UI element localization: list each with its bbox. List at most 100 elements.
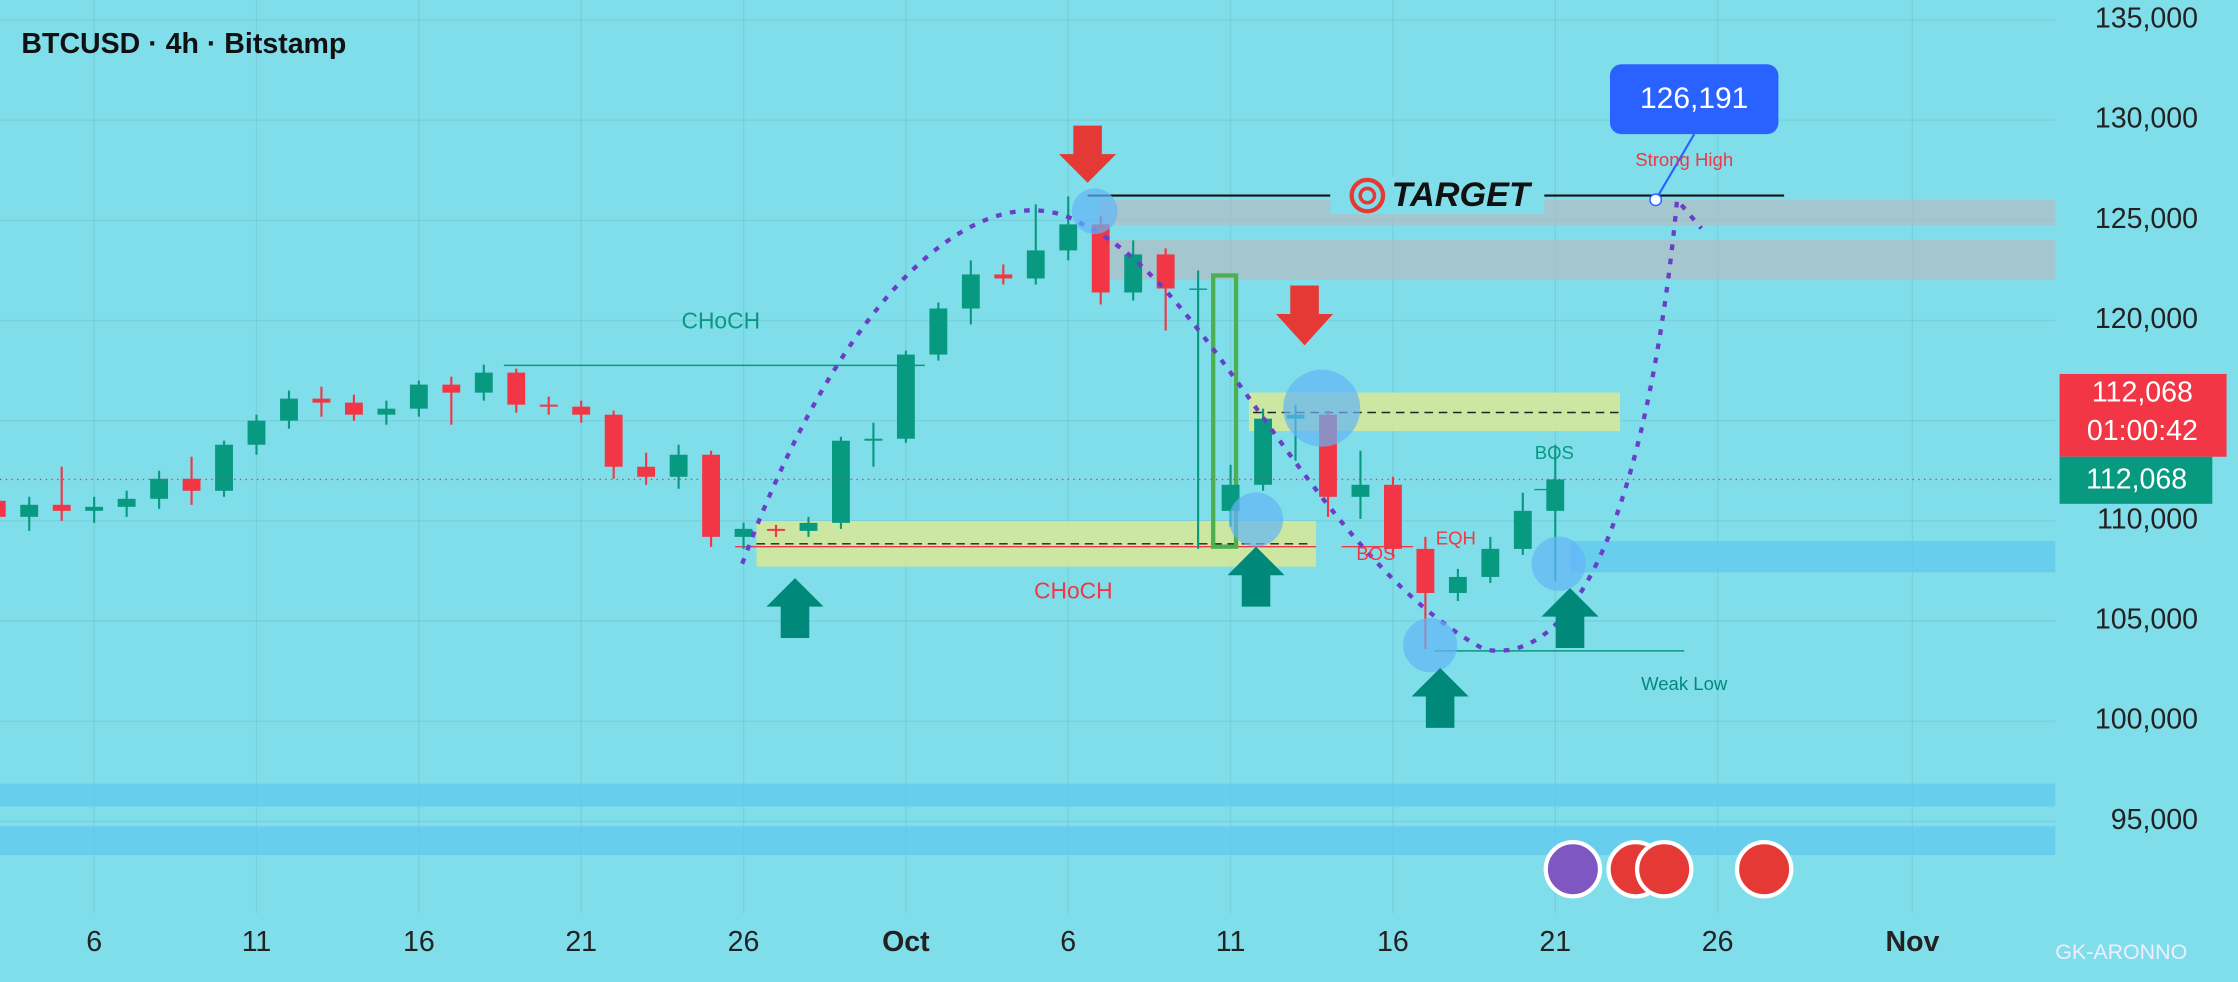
y-tick-label: 120,000: [2095, 303, 2198, 335]
candle-body: [896, 354, 915, 439]
x-tick-label: 16: [1377, 926, 1409, 958]
highlight: [1283, 369, 1361, 447]
candle-body: [507, 372, 526, 405]
event-icon: [1734, 839, 1794, 899]
candle-body: [734, 528, 753, 537]
event-icon: [1634, 839, 1694, 899]
candle-body: [961, 274, 980, 309]
target-price-box: [1609, 64, 1779, 135]
candle-body: [1351, 484, 1370, 497]
candle-body: [474, 372, 493, 393]
choch-label: CHoCH: [1034, 577, 1113, 603]
y-tick-label: 100,000: [2095, 704, 2198, 736]
down-arrow: [1276, 285, 1334, 346]
price-tag: [2059, 373, 2227, 457]
candle-body: [1059, 224, 1078, 251]
up-arrow: [1541, 588, 1599, 649]
target-label-bg: [1330, 176, 1545, 215]
connector: [1654, 133, 1696, 201]
candles: [0, 196, 2056, 650]
candle-body: [539, 404, 558, 407]
target-price: 126,191: [1640, 82, 1748, 115]
candle-body: [637, 466, 656, 477]
candle-body: [799, 522, 818, 531]
x-tick-label: Oct: [882, 926, 930, 958]
candle-body: [1156, 254, 1175, 289]
supply-zone: [1099, 199, 2056, 226]
candle-body: [702, 454, 721, 537]
candle-body: [929, 308, 948, 355]
candle-body: [1481, 548, 1500, 577]
candle-body: [1026, 250, 1045, 279]
countdown: 01:00:42: [2087, 415, 2198, 447]
highlight: [1403, 618, 1458, 673]
y-tick-label: 135,000: [2095, 3, 2198, 35]
bos-label: BOS: [1535, 442, 1574, 463]
candle-body: [1448, 576, 1467, 593]
chart-title: BTCUSD · 4h · Bitstamp: [21, 28, 346, 60]
candle-body: [182, 478, 201, 491]
event-icon: [1543, 839, 1603, 899]
strong-high-label: Strong High: [1635, 149, 1733, 170]
candle-body: [215, 444, 233, 491]
x-tick-label: 16: [403, 926, 435, 958]
x-tick-label: 26: [1702, 926, 1734, 958]
x-tick-label: 26: [728, 926, 760, 958]
y-tick-label: 110,000: [2097, 503, 2198, 535]
x-tick-label: 6: [1060, 926, 1076, 958]
x-tick-label: Nov: [1885, 926, 1939, 958]
x-tick-label: 11: [242, 926, 272, 958]
candle-body: [572, 406, 591, 415]
candle-body: [280, 398, 298, 421]
down-arrow: [1059, 125, 1117, 183]
candle-body: [767, 528, 785, 531]
candle-body: [0, 500, 6, 517]
price-tag: [2059, 456, 2213, 504]
up-arrow: [1411, 667, 1469, 728]
up-arrow: [1227, 546, 1285, 607]
candle-body: [117, 498, 136, 507]
candle-body: [409, 384, 428, 409]
candle-body: [85, 506, 104, 511]
candle-body: [1091, 224, 1110, 293]
candle-body: [994, 274, 1013, 279]
choch-label: CHoCH: [681, 308, 760, 334]
target-icon: [1358, 186, 1377, 205]
candle-body: [247, 420, 266, 445]
candle-body: [1416, 548, 1435, 593]
highlight: [1531, 536, 1586, 591]
candle-body: [1546, 479, 1565, 511]
candle-body: [150, 478, 169, 499]
highlight: [1071, 188, 1118, 235]
candle-body: [312, 398, 331, 403]
x-tick-label: 21: [565, 926, 597, 958]
price-tag-value: 112,068: [2092, 376, 2193, 408]
candle-body: [832, 440, 850, 523]
blue-band: [1570, 540, 2056, 573]
grid: [0, 0, 2056, 914]
blue-band: [0, 783, 2056, 807]
weak-low-label: Weak Low: [1641, 673, 1728, 694]
candle-body: [442, 384, 461, 393]
candle-body: [1384, 484, 1402, 549]
candle-body: [1124, 254, 1143, 293]
up-arrow: [766, 578, 824, 639]
y-tick-label: 105,000: [2095, 604, 2198, 636]
x-tick-label: 11: [1216, 926, 1246, 958]
price-tag-value: 112,068: [2086, 464, 2187, 496]
crash-box: [1211, 273, 1239, 549]
target-label: TARGET: [1392, 176, 1533, 214]
watermark: GK-ARONNO: [2055, 940, 2187, 964]
candle-body: [669, 454, 688, 477]
candle-body: [1189, 288, 1208, 290]
x-tick-label: 21: [1539, 926, 1571, 958]
highlight: [1228, 492, 1284, 547]
target-icon: [1349, 177, 1386, 214]
candle-body: [864, 438, 883, 441]
bos-label: BOS: [1356, 543, 1395, 564]
candle-body: [1513, 510, 1532, 549]
blue-band: [0, 826, 2056, 855]
candle-body: [20, 504, 39, 517]
